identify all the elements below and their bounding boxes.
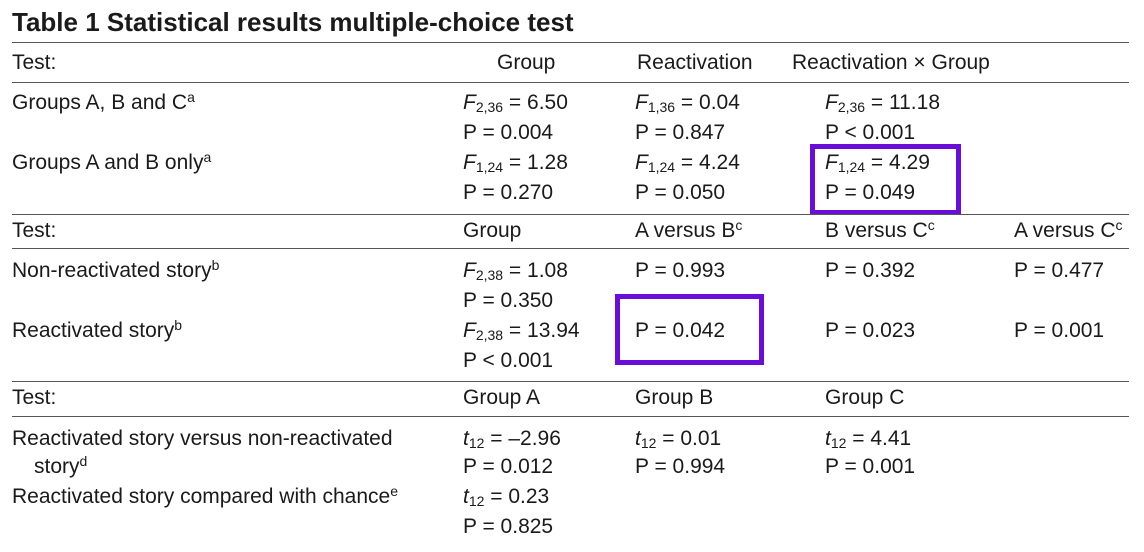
s1-header-interaction: Reactivation × Group [792, 51, 990, 74]
s2-row1-label: Non-reactivated storyb [12, 257, 220, 282]
s1-test-label: Test: [12, 51, 57, 74]
s1-row1-group-p: P = 0.004 [463, 121, 554, 144]
s2-row2-label: Reactivated storyb [12, 317, 183, 342]
s2-header-group: Group [463, 219, 522, 242]
s2-row2-group-stat: F2,38 = 13.94 [463, 319, 580, 343]
s3-header-group-c: Group C [825, 386, 905, 409]
highlight-box-a-versus-b [615, 294, 764, 365]
s3-test-label: Test: [12, 386, 57, 409]
s3-row1-a-stat: t12 = –2.96 [463, 427, 561, 451]
rule-s2-end [12, 381, 1129, 382]
s1-row1-react-p: P = 0.847 [635, 121, 726, 144]
s3-row1-c-stat: t12 = 4.41 [825, 427, 912, 451]
s1-row1-label: Groups A, B and Ca [12, 89, 195, 114]
s2-row1-group-p: P = 0.350 [463, 289, 554, 312]
s1-header-reactivation: Reactivation [637, 51, 753, 74]
rule-top [12, 42, 1129, 43]
s1-row1-inter-stat: F2,36 = 11.18 [825, 91, 941, 115]
s2-header-bc: B versus Cc [825, 217, 935, 242]
s1-row1-group-stat: F2,36 = 6.50 [463, 91, 568, 115]
s1-row2-inter-p: P = 0.049 [825, 181, 916, 204]
s2-row2-group-p: P < 0.001 [463, 349, 554, 372]
rule-s1-end [12, 214, 1129, 215]
s2-row2-ac: P = 0.001 [1014, 319, 1105, 342]
s1-row2-group-p: P = 0.270 [463, 181, 554, 204]
s3-row1-b-stat: t12 = 0.01 [635, 427, 722, 451]
s2-row2-bc: P = 0.023 [825, 319, 916, 342]
s3-row2-a-p: P = 0.825 [463, 515, 554, 538]
s2-row2-ab: P = 0.042 [635, 319, 726, 342]
s2-header-ac: A versus Cc [1014, 217, 1123, 242]
s3-row1-c-p: P = 0.001 [825, 455, 916, 478]
s3-row1-label-line1: Reactivated story versus non-reactivated [12, 427, 393, 450]
s2-row1-bc: P = 0.392 [825, 259, 916, 282]
s1-row2-react-p: P = 0.050 [635, 181, 726, 204]
s2-test-label: Test: [12, 219, 57, 242]
s2-row1-ab: P = 0.993 [635, 259, 726, 282]
rule-s1-header [12, 82, 1129, 83]
s3-row1-a-p: P = 0.012 [463, 455, 554, 478]
s1-row1-inter-p: P < 0.001 [825, 121, 916, 144]
s3-row1-label-line2: storyd [34, 453, 88, 478]
s2-row1-ac: P = 0.477 [1014, 259, 1105, 282]
highlight-box-interaction [810, 144, 961, 215]
s1-header-group: Group [497, 51, 556, 74]
s3-header-group-b: Group B [635, 386, 714, 409]
s1-row2-label: Groups A and B onlya [12, 149, 212, 174]
s3-row2-label: Reactivated story compared with chancee [12, 483, 398, 508]
s3-row1-b-p: P = 0.994 [635, 455, 726, 478]
rule-s3-header [12, 416, 1129, 417]
s1-row2-react-stat: F1,24 = 4.24 [635, 151, 740, 175]
s3-row2-a-stat: t12 = 0.23 [463, 485, 550, 509]
s2-header-ab: A versus Bc [635, 217, 743, 242]
s2-row1-group-stat: F2,38 = 1.08 [463, 259, 568, 283]
s1-row2-group-stat: F1,24 = 1.28 [463, 151, 568, 175]
table-title: Table 1 Statistical results multiple-cho… [12, 7, 574, 37]
rule-s2-header [12, 248, 1129, 249]
s1-row1-react-stat: F1,36 = 0.04 [635, 91, 740, 115]
s3-header-group-a: Group A [463, 386, 541, 409]
s1-row2-inter-stat: F1,24 = 4.29 [825, 151, 930, 175]
